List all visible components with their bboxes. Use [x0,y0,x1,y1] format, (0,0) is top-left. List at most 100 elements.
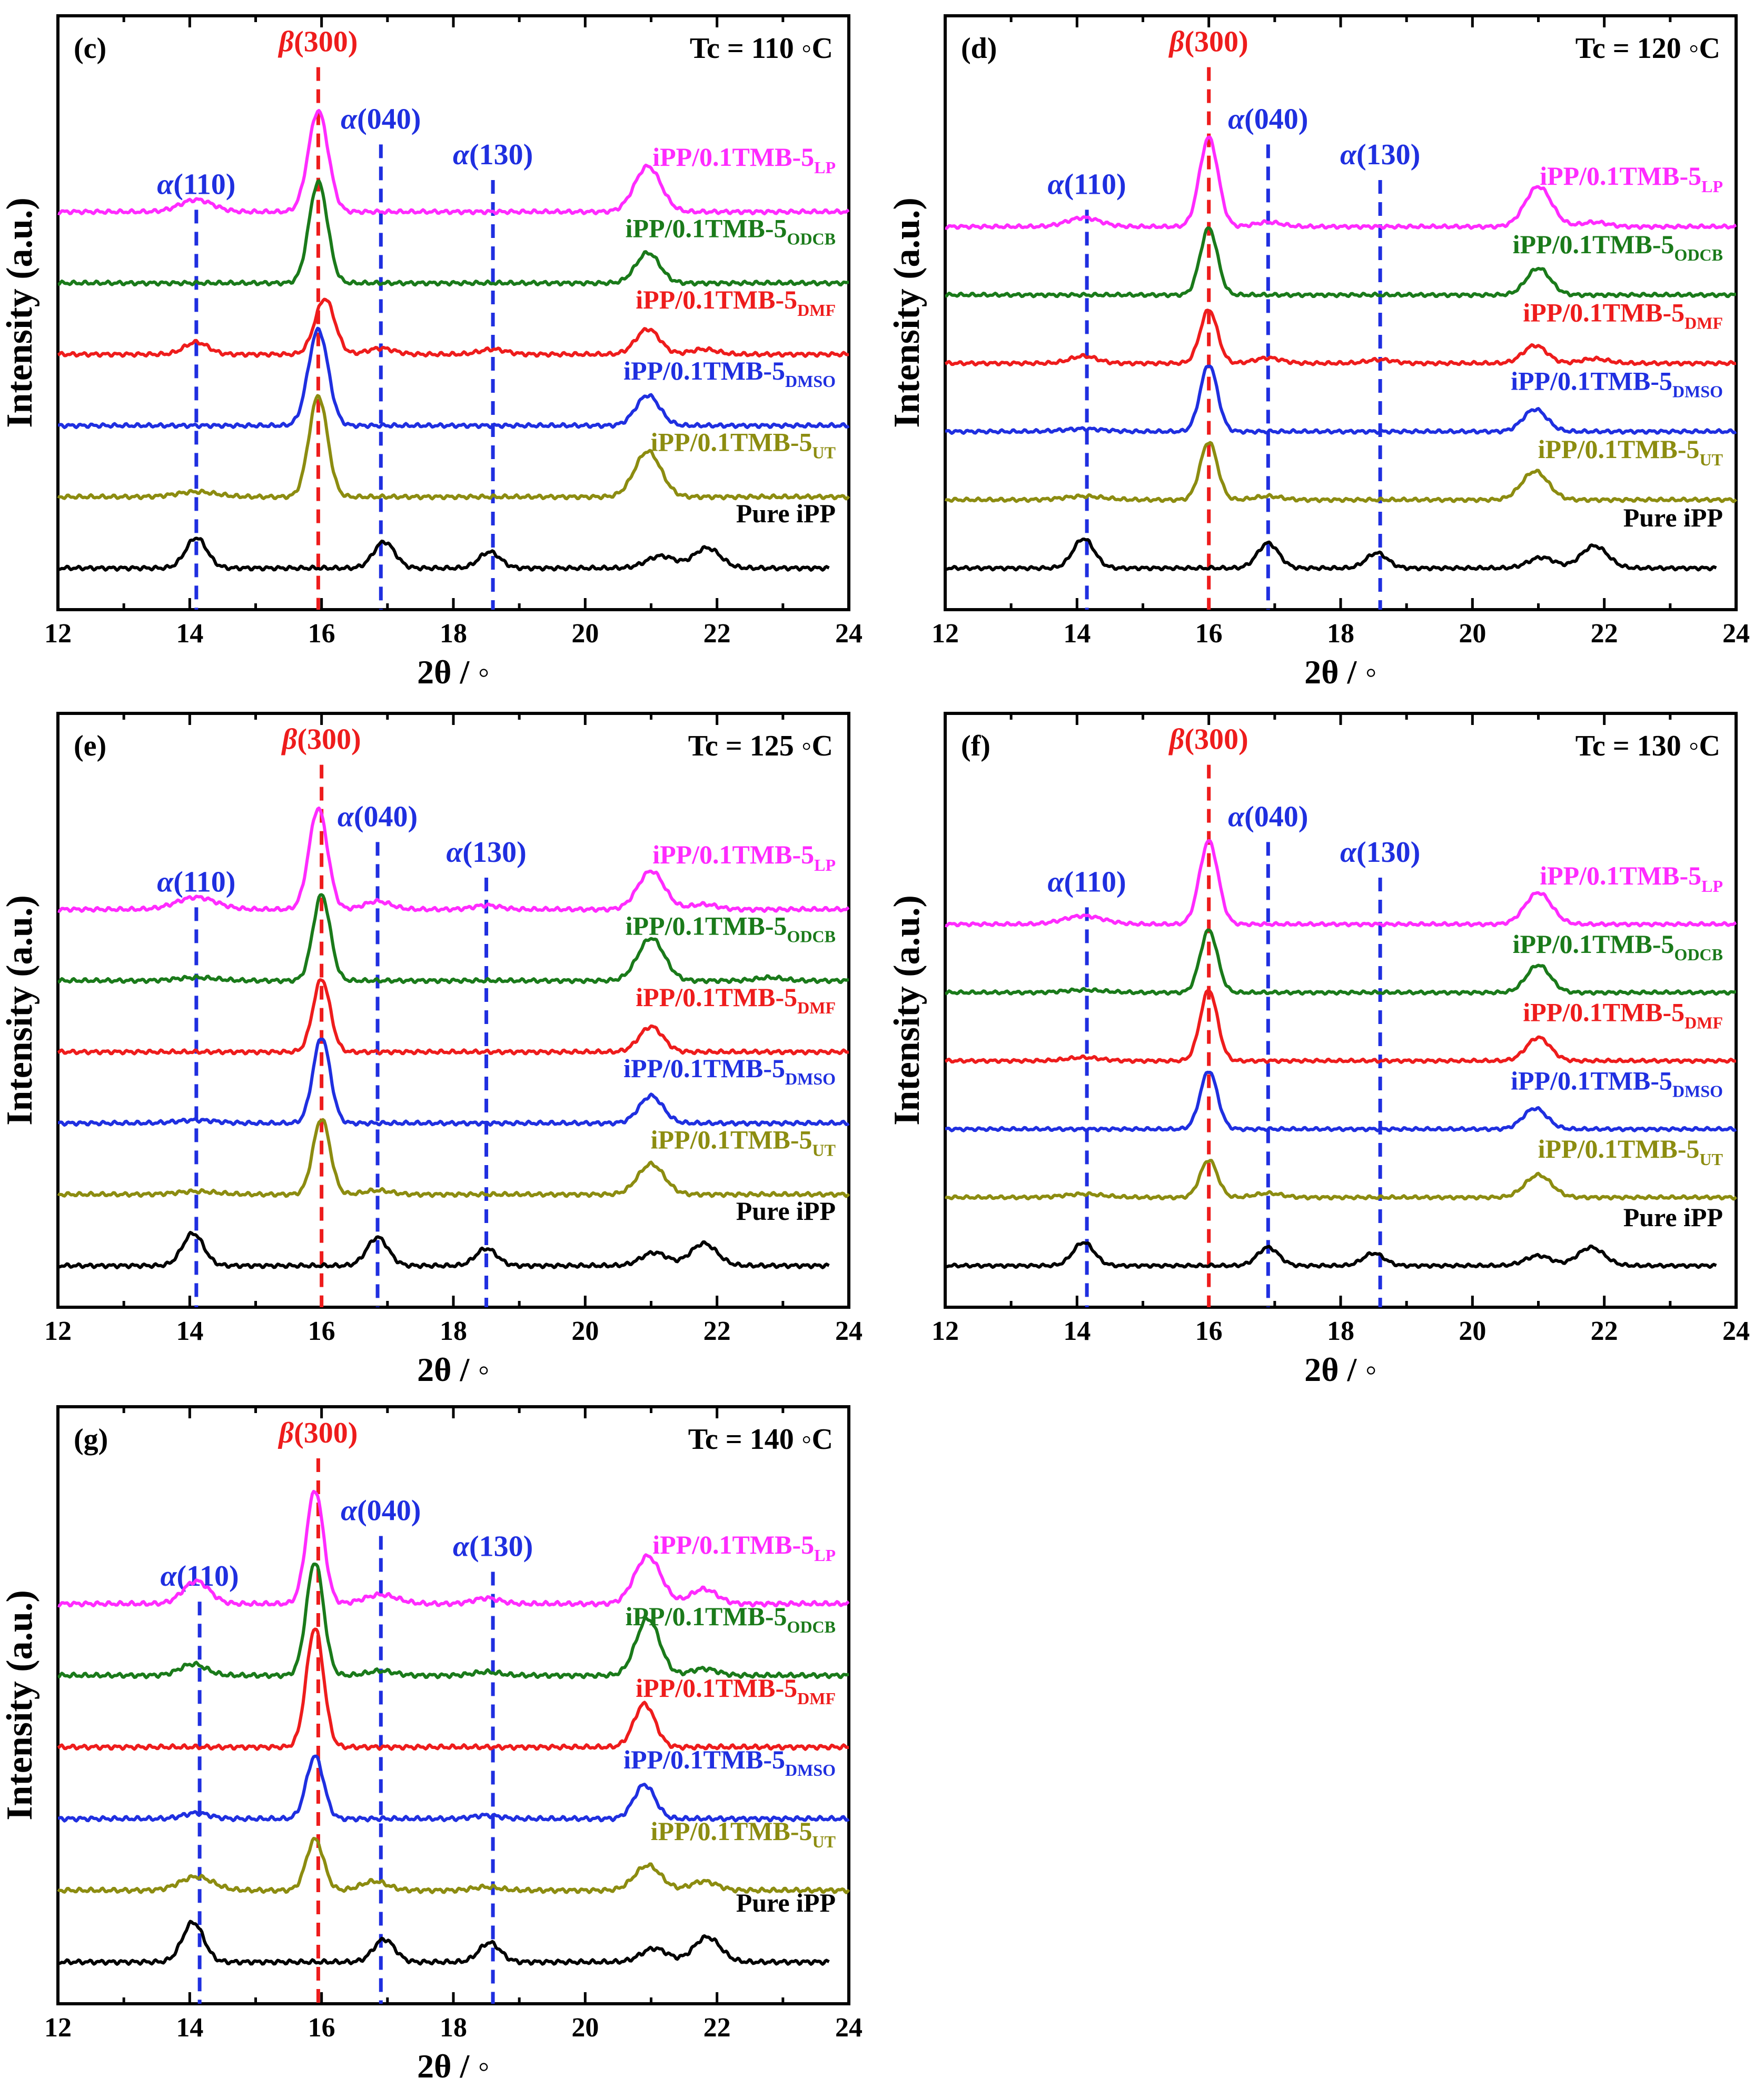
x-tick-label: 14 [176,2013,203,2043]
reference-plane: (040) [354,800,418,833]
series-label: iPP/0.1TMB-5DMF [636,285,836,320]
x-tick-label: 22 [703,619,731,649]
series-label: iPP/0.1TMB-5UT [1538,434,1723,469]
reference-plane: (130) [1356,138,1420,171]
reference-greek: α [157,168,174,201]
series-label: iPP/0.1TMB-5DMSO [623,1053,836,1088]
reference-plane: (040) [1244,800,1308,833]
series-subscript: DMSO [1672,1081,1723,1100]
reference-label: α(110) [1048,168,1126,201]
xrd-curve [57,326,850,430]
x-tick-label: 12 [931,619,959,649]
series-name: iPP/0.1TMB-5 [623,1745,785,1774]
series-name: iPP/0.1TMB-5 [652,840,814,869]
x-tick-label: 24 [1722,619,1750,649]
series-label: iPP/0.1TMB-5DMF [636,982,836,1017]
reference-label: α(110) [161,1560,239,1593]
panel-letter: (c) [74,32,106,65]
xrd-curve [57,1118,850,1198]
x-tick-label: 14 [1063,619,1091,649]
reference-label: β(300) [278,1417,358,1449]
x-axis-label: 2θ / ◦ [417,1351,490,1388]
reference-plane: (110) [1064,168,1126,201]
y-axis-label: Intensity (a.u.) [887,197,927,428]
reference-plane: (300) [1184,26,1248,58]
x-tick-label: 16 [1195,619,1223,649]
series-subscript: ODCB [787,1617,836,1636]
series-subscript: ODCB [787,927,836,946]
reference-plane: (040) [357,103,421,135]
xrd-curve [57,394,850,501]
x-tick-label: 22 [1591,619,1618,649]
series-name: iPP/0.1TMB-5 [636,285,797,314]
series-subscript: ODCB [1674,945,1723,964]
reference-plane: (300) [1184,723,1248,756]
series-name: iPP/0.1TMB-5 [651,427,812,457]
crystallization-temperature: Tc = 140 ◦C [688,1423,833,1456]
reference-plane: (040) [357,1494,421,1527]
series-label: iPP/0.1TMB-5LP [1540,161,1723,196]
series-label: Pure iPP [1623,1202,1723,1232]
series-subscript: DMF [1684,1013,1723,1032]
x-axis-label: 2θ / ◦ [1304,653,1377,691]
reference-plane: (110) [173,866,235,898]
series-subscript: LP [814,1546,836,1565]
x-tick-label: 20 [571,1316,599,1346]
xrd-curve [945,839,1737,928]
series-label: iPP/0.1TMB-5LP [1540,861,1723,896]
x-tick-label: 20 [571,2013,599,2043]
series-subscript: DMF [1684,314,1723,333]
series-name: iPP/0.1TMB-5 [1523,298,1684,327]
series-label: iPP/0.1TMB-5ODCB [626,213,836,248]
reference-label: α(110) [1048,866,1126,898]
series-subscript: ODCB [1674,245,1723,264]
series-label: iPP/0.1TMB-5DMSO [623,1745,836,1779]
crystallization-temperature: Tc = 110 ◦C [690,32,833,65]
xrd-curve [57,1562,849,1679]
series-name: iPP/0.1TMB-5 [1538,1134,1700,1164]
reference-label: β(300) [1168,26,1248,58]
x-tick-label: 24 [835,619,863,649]
x-tick-label: 22 [1591,1316,1618,1346]
series-name: iPP/0.1TMB-5 [1511,1066,1672,1095]
reference-label: α(130) [1340,138,1420,171]
xrd-curve [57,1038,850,1127]
reference-label: β(300) [1168,723,1248,756]
y-axis-label: Intensity (a.u.) [0,1590,40,1821]
x-tick-label: 14 [1063,1316,1091,1346]
series-subscript: UT [1700,1150,1723,1169]
x-tick-label: 18 [440,1316,467,1346]
series-name: iPP/0.1TMB-5 [636,982,797,1012]
series-name: iPP/0.1TMB-5 [1538,434,1700,464]
x-tick-label: 22 [703,2013,731,2043]
x-axis-label: 2θ / ◦ [1304,1351,1377,1388]
series-subscript: DMF [797,1689,836,1708]
reference-greek: α [1048,866,1065,898]
series-name: iPP/0.1TMB-5 [1511,366,1672,395]
reference-greek: β [281,723,298,756]
series-label: iPP/0.1TMB-5ODCB [626,911,836,946]
xrd-curve [945,928,1737,996]
panel-letter: (f) [961,730,990,762]
xrd-curve [945,1070,1737,1132]
x-tick-label: 24 [835,2013,863,2043]
x-tick-label: 24 [835,1316,863,1346]
series-label: iPP/0.1TMB-5UT [651,1816,836,1851]
reference-greek: α [157,866,174,898]
series-label: iPP/0.1TMB-5ODCB [626,1602,836,1636]
series-label: iPP/0.1TMB-5DMF [1523,298,1723,333]
series-subscript: LP [1701,177,1723,196]
xrd-curve [944,441,1738,503]
series-subscript: LP [1701,877,1723,896]
panel-0: 12 14 16 18 20 22 24 2θ / ◦ Intensity (a.u.) (c) T… [0,14,863,691]
reference-plane: (130) [469,1530,533,1563]
xrd-curve [57,1627,849,1751]
x-tick-label: 18 [1327,619,1354,649]
reference-label: α(040) [341,103,421,135]
series-subscript: DMF [797,301,836,320]
series-subscript: ODCB [787,229,836,248]
xrd-curve [57,978,849,1056]
reference-greek: α [1340,138,1357,171]
series-label: iPP/0.1TMB-5DMF [1523,998,1723,1032]
